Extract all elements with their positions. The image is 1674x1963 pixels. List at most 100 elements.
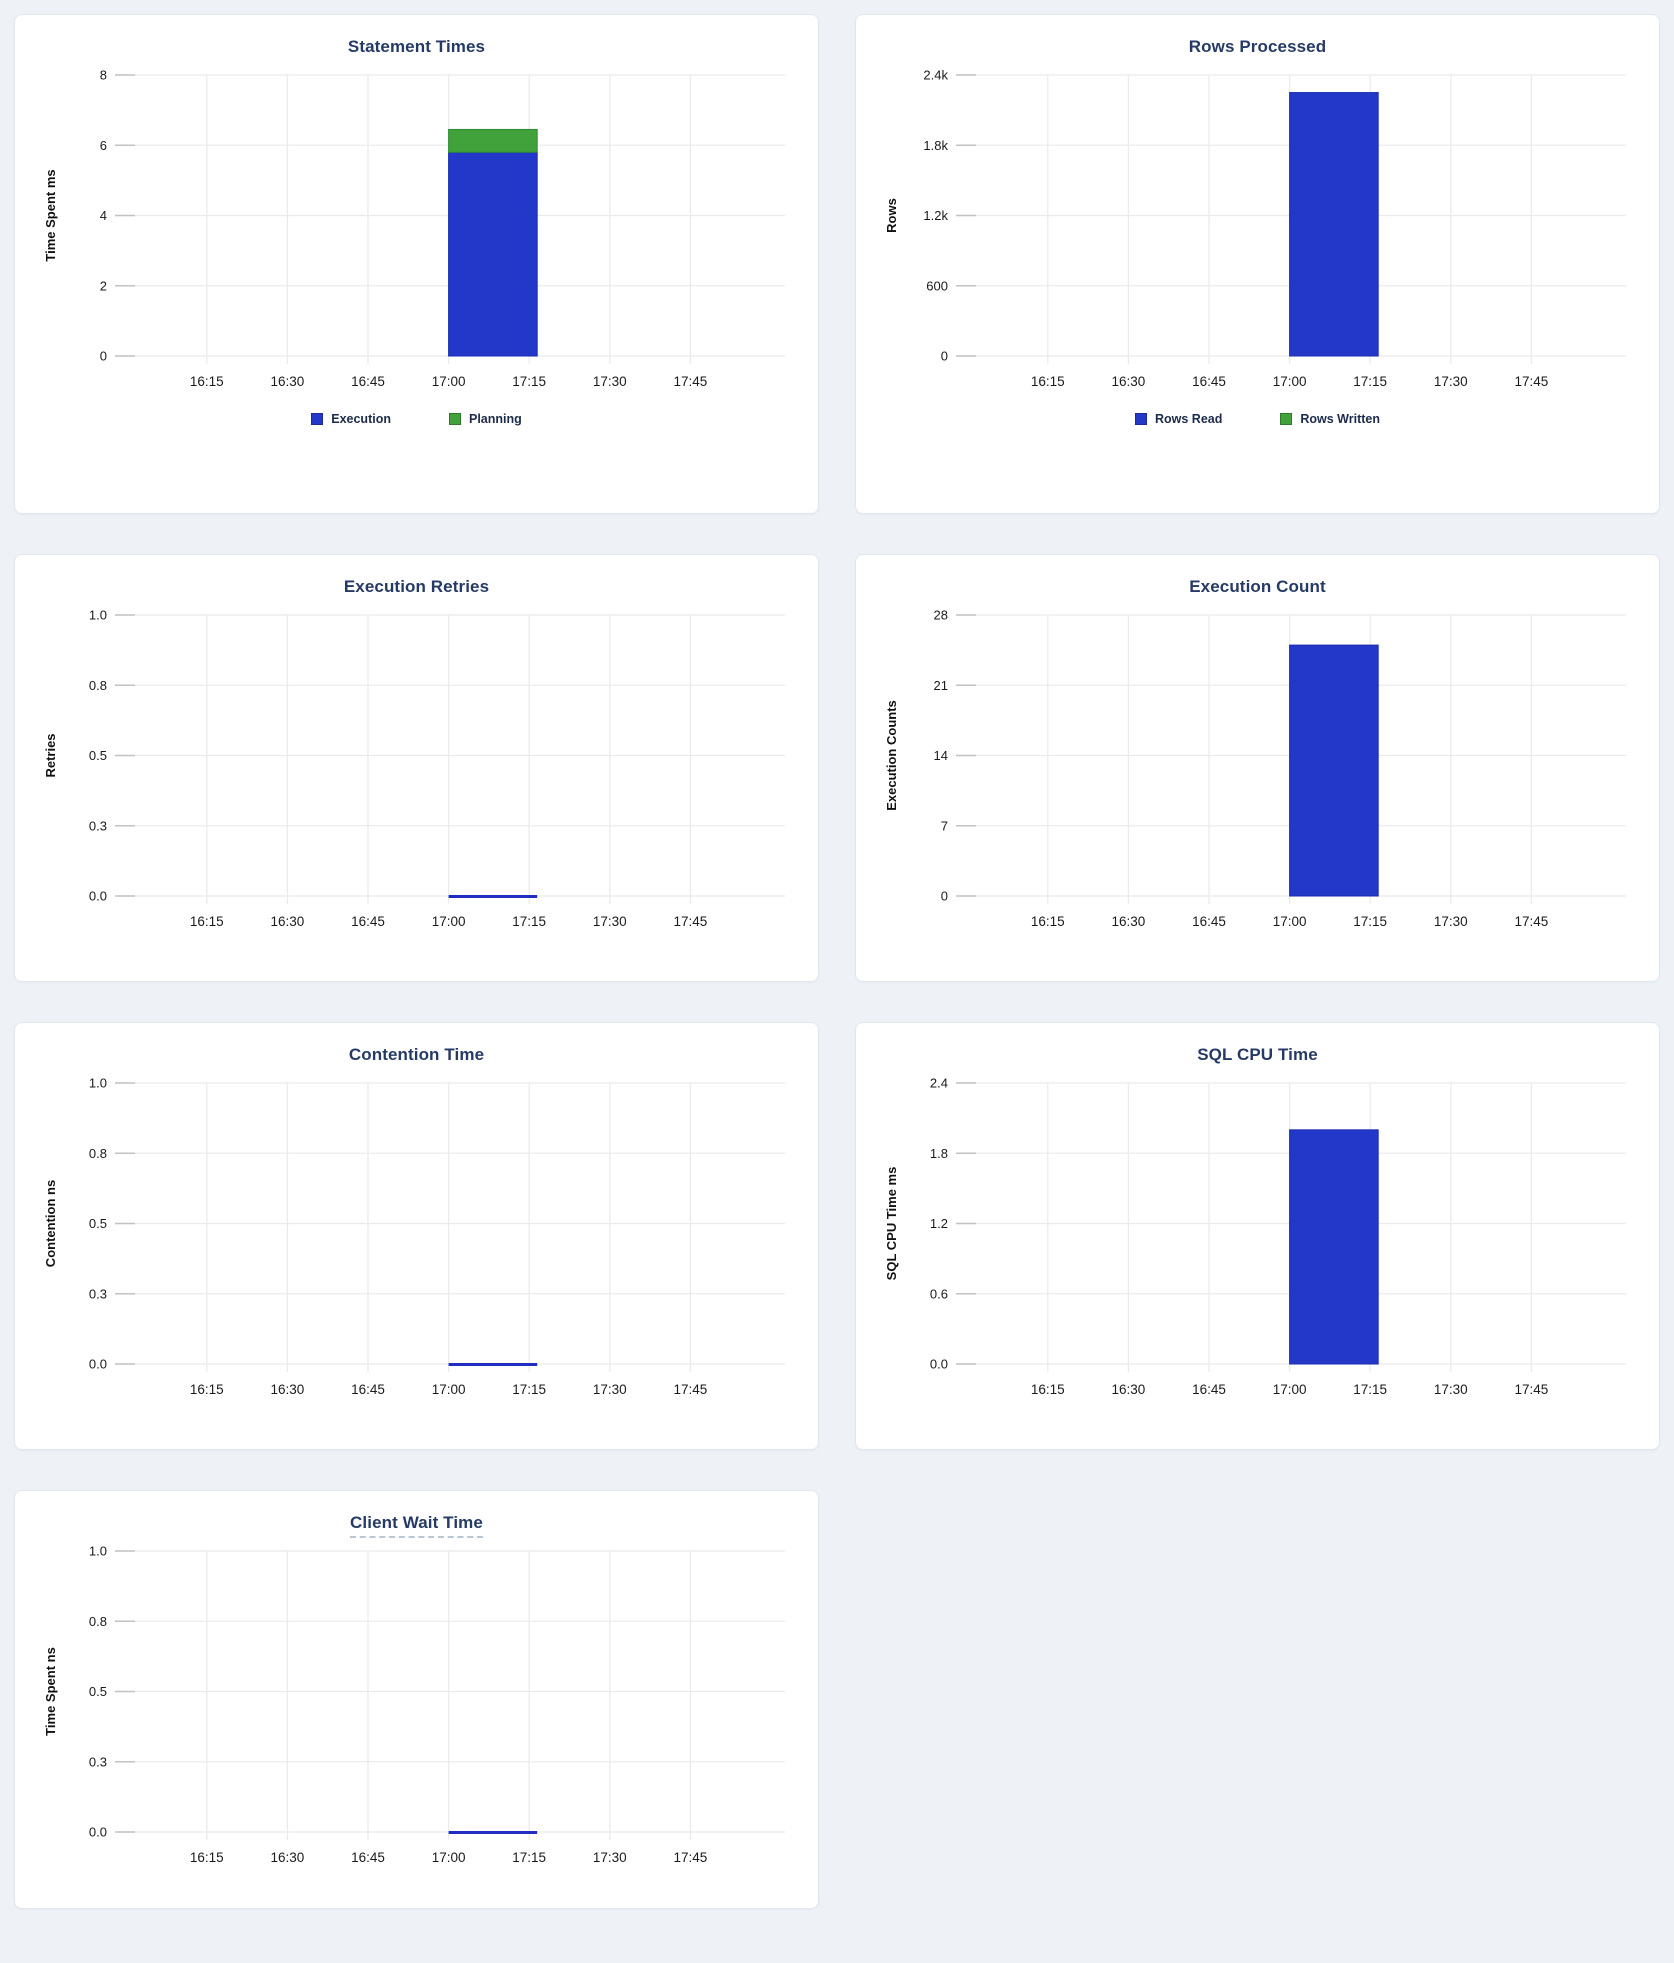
chart-canvas-execution-retries[interactable]: 0.0 0.3 0.5 0.8 1.0 16:15 16:30 16:45 17:00 17:15… bbox=[15, 599, 818, 934]
x-axis-tick-label: 17:30 bbox=[1434, 914, 1468, 929]
x-axis-tick-label: 17:15 bbox=[1353, 374, 1387, 389]
y-axis-tick-label: 0.5 bbox=[89, 1216, 107, 1231]
zero-value-line[interactable] bbox=[448, 1831, 538, 1834]
y-axis-tick-label: 0.8 bbox=[89, 678, 107, 693]
x-axis-tick-label: 17:00 bbox=[432, 1382, 466, 1397]
legend-item-execution[interactable]: Execution bbox=[311, 412, 391, 426]
y-axis-label: Time Spent ms bbox=[43, 169, 58, 261]
x-axis-tick-label: 17:15 bbox=[1353, 914, 1387, 929]
chart-legend-statement-times: Execution Planning bbox=[15, 412, 818, 426]
x-axis-tick-label: 17:00 bbox=[1273, 914, 1307, 929]
chart-panel-sql-cpu-time: SQL CPU Time 0.0 0.6 1.2 1.8 2.4 16:15 16:30 16… bbox=[855, 1022, 1660, 1450]
y-axis-tick-label: 7 bbox=[941, 818, 948, 833]
y-axis-tick-label: 4 bbox=[100, 208, 107, 223]
legend-label-planning: Planning bbox=[468, 412, 522, 426]
legend-swatch-execution bbox=[311, 413, 324, 425]
chart-canvas-rows-processed[interactable]: 0 600 1.2k 1.8k 2.4k 16:15 16:30 16:45 17:00 17:1… bbox=[856, 59, 1659, 394]
y-axis-tick-label: 0.0 bbox=[89, 889, 107, 904]
x-axis-tick-label: 17:00 bbox=[432, 374, 466, 389]
charts-row-3: Contention Time 0.0 0.3 0.5 0.8 1.0 16:15 16:3… bbox=[14, 1022, 1660, 1450]
zero-value-line[interactable] bbox=[448, 895, 538, 898]
x-axis-tick-label: 17:30 bbox=[593, 1850, 627, 1865]
x-axis-tick-label: 17:15 bbox=[512, 374, 546, 389]
x-axis-tick-label: 17:30 bbox=[593, 1382, 627, 1397]
y-axis-label: Retries bbox=[43, 733, 58, 777]
legend-item-rows-written[interactable]: Rows Written bbox=[1280, 412, 1380, 426]
legend-label-execution: Execution bbox=[331, 412, 391, 426]
x-axis-tick-label: 17:45 bbox=[673, 1382, 707, 1397]
chart-svg: 0.0 0.6 1.2 1.8 2.4 16:15 16:30 16:45 17:00 17:15… bbox=[884, 1076, 1626, 1397]
y-axis-label: Time Spent ns bbox=[43, 1647, 58, 1736]
chart-canvas-contention-time[interactable]: 0.0 0.3 0.5 0.8 1.0 16:15 16:30 16:45 17:00 17:15… bbox=[15, 1067, 818, 1402]
y-axis-label: SQL CPU Time ms bbox=[884, 1167, 899, 1281]
chart-legend-rows-processed: Rows Read Rows Written bbox=[856, 412, 1659, 426]
y-axis-label: Rows bbox=[884, 198, 899, 233]
chart-title-text: Statement Times bbox=[347, 37, 486, 56]
y-axis-tick-label: 0 bbox=[941, 889, 948, 904]
legend-label-rows-read: Rows Read bbox=[1154, 412, 1223, 426]
chart-svg: 0 7 14 21 28 16:15 16:30 16:45 17:00 17:15 17:30 17… bbox=[884, 608, 1626, 929]
x-axis-tick-label: 16:15 bbox=[190, 914, 224, 929]
y-axis-tick-label: 1.8 bbox=[930, 1146, 948, 1161]
bar-sql-cpu-time[interactable] bbox=[1289, 1129, 1379, 1365]
charts-row-1: Statement Times 0 2 4 6 8 16:15 16:30 16:45 17:0… bbox=[14, 14, 1660, 514]
legend-item-rows-read[interactable]: Rows Read bbox=[1134, 412, 1223, 426]
x-axis-tick-label: 16:15 bbox=[190, 1382, 224, 1397]
x-axis-tick-label: 17:00 bbox=[1273, 374, 1307, 389]
chart-title-execution-retries: Execution Retries bbox=[25, 577, 808, 597]
chart-title-text-tooltip[interactable]: Client Wait Time bbox=[350, 1513, 483, 1538]
legend-item-planning[interactable]: Planning bbox=[448, 412, 522, 426]
x-axis-tick-label: 17:45 bbox=[1514, 914, 1548, 929]
x-axis-tick-label: 17:15 bbox=[512, 914, 546, 929]
x-axis-tick-label: 16:30 bbox=[270, 914, 304, 929]
chart-title-statement-times: Statement Times bbox=[25, 37, 808, 57]
charts-row-4: Client Wait Time 0.0 0.3 0.5 0.8 1.0 16:15 16:… bbox=[14, 1490, 1660, 1909]
legend-swatch-planning bbox=[448, 413, 461, 425]
chart-canvas-sql-cpu-time[interactable]: 0.0 0.6 1.2 1.8 2.4 16:15 16:30 16:45 17:00 17:15… bbox=[856, 1067, 1659, 1402]
chart-canvas-execution-count[interactable]: 0 7 14 21 28 16:15 16:30 16:45 17:00 17:15 17:30 17… bbox=[856, 599, 1659, 934]
bar-rows-read[interactable] bbox=[1289, 92, 1379, 357]
x-axis-tick-label: 17:00 bbox=[1273, 1382, 1307, 1397]
y-axis-tick-label: 1.0 bbox=[89, 608, 107, 623]
y-axis-tick-label: 8 bbox=[100, 68, 107, 83]
legend-swatch-rows-written bbox=[1280, 413, 1293, 425]
chart-svg: 0.0 0.3 0.5 0.8 1.0 16:15 16:30 16:45 17:00 17:15… bbox=[43, 1076, 785, 1397]
y-axis-tick-label: 0.5 bbox=[89, 748, 107, 763]
y-axis-tick-label: 0.0 bbox=[930, 1357, 948, 1372]
y-axis-tick-label: 0.3 bbox=[89, 1286, 107, 1301]
chart-canvas-client-wait-time[interactable]: 0.0 0.3 0.5 0.8 1.0 16:15 16:30 16:45 17:00 17:15… bbox=[15, 1535, 818, 1870]
y-axis-label: Execution Counts bbox=[884, 700, 899, 811]
chart-svg: 0.0 0.3 0.5 0.8 1.0 16:15 16:30 16:45 17:00 17:15… bbox=[43, 1544, 785, 1865]
y-axis-tick-label: 0.0 bbox=[89, 1825, 107, 1840]
chart-svg: 0.0 0.3 0.5 0.8 1.0 16:15 16:30 16:45 17:00 17:15… bbox=[43, 608, 785, 929]
x-axis-tick-label: 16:30 bbox=[270, 1850, 304, 1865]
x-axis-tick-label: 16:15 bbox=[190, 1850, 224, 1865]
y-axis-tick-label: 0.3 bbox=[89, 1754, 107, 1769]
x-axis-tick-label: 16:30 bbox=[1111, 1382, 1145, 1397]
y-axis-tick-label: 0.5 bbox=[89, 1684, 107, 1699]
x-axis-tick-label: 17:45 bbox=[673, 1850, 707, 1865]
x-axis-tick-label: 16:45 bbox=[1192, 374, 1226, 389]
y-axis-tick-label: 0.0 bbox=[89, 1357, 107, 1372]
chart-title-text: Contention Time bbox=[348, 1045, 485, 1064]
chart-panel-rows-processed: Rows Processed 0 600 1.2k 1.8k 2.4k 16:15 16:3… bbox=[855, 14, 1660, 514]
x-axis-tick-label: 17:15 bbox=[512, 1382, 546, 1397]
chart-svg: 0 2 4 6 8 16:15 16:30 16:45 17:00 17:15 17:30 17:45… bbox=[43, 68, 785, 389]
chart-canvas-statement-times[interactable]: 0 2 4 6 8 16:15 16:30 16:45 17:00 17:15 17:30 17:45… bbox=[15, 59, 818, 394]
chart-panel-execution-count: Execution Count 0 7 14 21 28 16:15 16:30 16:45 1… bbox=[855, 554, 1660, 982]
chart-title-contention-time: Contention Time bbox=[25, 1045, 808, 1065]
y-axis-tick-label: 600 bbox=[926, 278, 948, 293]
bar-planning[interactable] bbox=[448, 128, 538, 153]
x-axis-tick-label: 16:45 bbox=[351, 1382, 385, 1397]
y-axis-tick-label: 1.8k bbox=[923, 138, 948, 153]
zero-value-line[interactable] bbox=[448, 1363, 538, 1366]
bar-execution-count[interactable] bbox=[1289, 644, 1379, 897]
bar-execution[interactable] bbox=[448, 151, 538, 357]
legend-swatch-rows-read bbox=[1134, 413, 1147, 425]
y-axis-tick-label: 0.8 bbox=[89, 1614, 107, 1629]
chart-title-sql-cpu-time: SQL CPU Time bbox=[866, 1045, 1649, 1065]
chart-title-client-wait-time: Client Wait Time bbox=[25, 1513, 808, 1538]
chart-panel-client-wait-time: Client Wait Time 0.0 0.3 0.5 0.8 1.0 16:15 16:… bbox=[14, 1490, 819, 1909]
x-axis-tick-label: 17:15 bbox=[512, 1850, 546, 1865]
chart-title-rows-processed: Rows Processed bbox=[866, 37, 1649, 57]
